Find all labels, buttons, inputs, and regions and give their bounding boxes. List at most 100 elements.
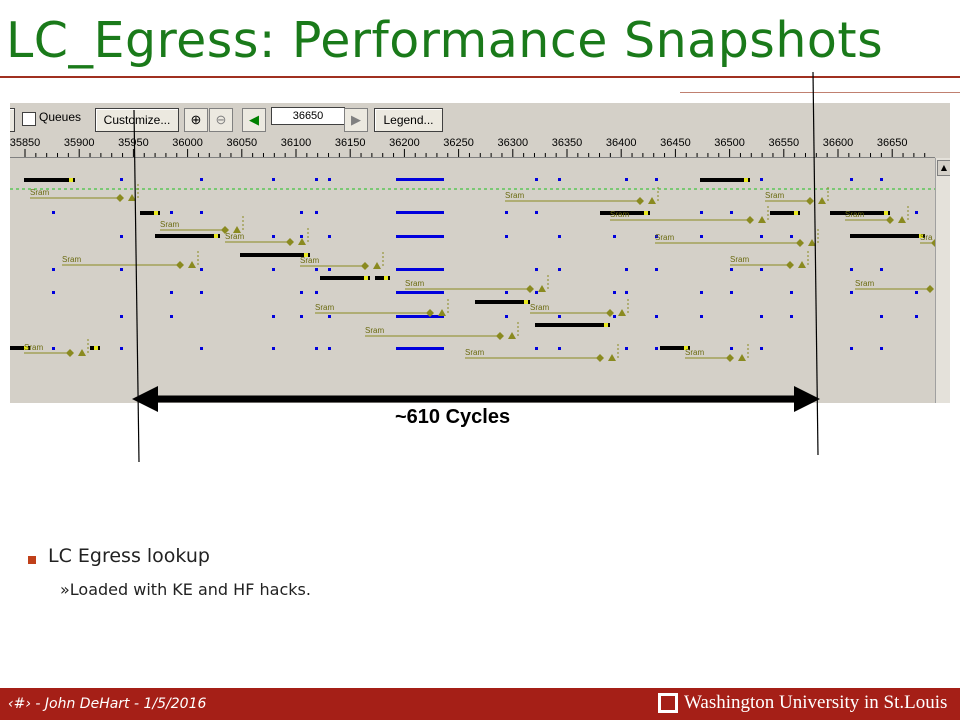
activity-dot bbox=[505, 291, 508, 294]
active-block bbox=[396, 291, 444, 294]
activity-dot bbox=[328, 178, 331, 181]
sram-label: Sram bbox=[315, 303, 334, 312]
arrow-left-icon[interactable]: ◀ bbox=[242, 108, 266, 132]
activity-dot bbox=[200, 178, 203, 181]
thread-active-bar bbox=[140, 211, 160, 215]
sram-event-triangle bbox=[78, 349, 86, 356]
activity-dot bbox=[535, 178, 538, 181]
ruler-tick-label: 35900 bbox=[64, 137, 95, 149]
sram-event-diamond bbox=[926, 285, 934, 293]
activity-dot bbox=[505, 211, 508, 214]
zoom-in-icon[interactable]: ⊕ bbox=[184, 108, 208, 132]
sram-label: Sram bbox=[62, 255, 81, 264]
ruler-tick-label: 36200 bbox=[389, 137, 420, 149]
sram-event-triangle bbox=[438, 309, 446, 316]
bullet-text: LC Egress lookup bbox=[48, 545, 210, 567]
sram-event-triangle bbox=[128, 194, 136, 201]
sram-event-triangle bbox=[648, 197, 656, 204]
sram-event-diamond bbox=[636, 197, 644, 205]
activity-dot bbox=[52, 211, 55, 214]
sram-label: Sram bbox=[300, 256, 319, 265]
activity-dot bbox=[200, 211, 203, 214]
sram-event-triangle bbox=[233, 226, 241, 233]
sram-label: Sram bbox=[655, 233, 674, 242]
thread-active-bar bbox=[24, 178, 75, 182]
ruler-tick-label: 36500 bbox=[714, 137, 745, 149]
ruler-tick-label: 35850 bbox=[10, 137, 40, 149]
queues-checkbox[interactable] bbox=[22, 112, 36, 126]
sram-event-triangle bbox=[798, 261, 806, 268]
sub-bullet: »Loaded with KE and HF hacks. bbox=[60, 580, 311, 599]
thread-yellow-mark bbox=[684, 346, 688, 350]
footer-author: John DeHart bbox=[44, 696, 130, 712]
zoom-out-icon[interactable]: ⊖ bbox=[209, 108, 233, 132]
toolbar-edge-button[interactable] bbox=[10, 108, 15, 132]
activity-dot bbox=[505, 235, 508, 238]
sram-event-diamond bbox=[726, 354, 734, 362]
activity-dot bbox=[730, 268, 733, 271]
sram-label: Sram bbox=[160, 220, 179, 229]
thread-active-bar bbox=[600, 211, 650, 215]
sram-event-diamond bbox=[361, 262, 369, 270]
sram-event-diamond bbox=[786, 261, 794, 269]
bullet-marker bbox=[28, 556, 36, 564]
sram-event-triangle bbox=[898, 216, 906, 223]
activity-dot bbox=[315, 291, 318, 294]
sram-event-diamond bbox=[116, 194, 124, 202]
activity-dot bbox=[52, 291, 55, 294]
activity-dot bbox=[760, 347, 763, 350]
activity-dot bbox=[700, 235, 703, 238]
timeline-plot[interactable]: Sram Sram Sram Sram Sram Sram Sram Sram Sram Sram… bbox=[10, 158, 950, 403]
customize-button[interactable]: Customize... bbox=[95, 108, 179, 132]
ruler-tick-label: 36150 bbox=[335, 137, 366, 149]
arrow-right-icon[interactable]: ▶ bbox=[344, 108, 368, 132]
activity-dot bbox=[730, 347, 733, 350]
activity-dot bbox=[558, 268, 561, 271]
sram-label: Sram bbox=[845, 210, 864, 219]
thread-yellow-mark bbox=[884, 211, 888, 215]
sram-label: Sram bbox=[855, 279, 874, 288]
thread-yellow-mark bbox=[604, 323, 608, 327]
activity-dot bbox=[170, 315, 173, 318]
scroll-up-icon[interactable]: ▲ bbox=[937, 160, 950, 176]
legend-button[interactable]: Legend... bbox=[374, 108, 443, 132]
activity-dot bbox=[170, 291, 173, 294]
activity-dot bbox=[52, 268, 55, 271]
activity-dot bbox=[272, 315, 275, 318]
title-divider-secondary bbox=[680, 92, 960, 93]
measure-arrow-right-head bbox=[794, 386, 820, 412]
ruler-tick-label: 36400 bbox=[606, 137, 637, 149]
activity-dot bbox=[300, 291, 303, 294]
vertical-scrollbar[interactable]: ▲ bbox=[935, 158, 950, 403]
activity-dot bbox=[700, 315, 703, 318]
ruler-tick-label: 36250 bbox=[443, 137, 474, 149]
active-block bbox=[396, 315, 444, 318]
page-title: LC_Egress: Performance Snapshots bbox=[6, 12, 884, 69]
activity-dot bbox=[625, 291, 628, 294]
activity-dot bbox=[120, 235, 123, 238]
thread-active-bar bbox=[660, 346, 690, 350]
footer-date: 1/5/2016 bbox=[143, 696, 207, 712]
sram-label: Sram bbox=[225, 232, 244, 241]
activity-dot bbox=[613, 315, 616, 318]
sram-label: Sram bbox=[365, 326, 384, 335]
activity-dot bbox=[315, 268, 318, 271]
activity-dot bbox=[655, 347, 658, 350]
thread-yellow-mark bbox=[384, 276, 388, 280]
thread-active-bar bbox=[375, 276, 390, 280]
activity-dot bbox=[315, 211, 318, 214]
activity-dot bbox=[272, 235, 275, 238]
activity-dot bbox=[625, 268, 628, 271]
activity-dot bbox=[850, 347, 853, 350]
sram-event-diamond bbox=[426, 309, 434, 317]
activity-dot bbox=[272, 178, 275, 181]
activity-dot bbox=[558, 178, 561, 181]
measure-arrow-left-head bbox=[132, 386, 158, 412]
activity-dot bbox=[200, 268, 203, 271]
toolbar: Queues Customize... ⊕ ⊖ ◀ 36650 ▶ Legend… bbox=[10, 103, 950, 133]
sram-event-triangle bbox=[808, 239, 816, 246]
activity-dot bbox=[655, 178, 658, 181]
activity-dot bbox=[880, 315, 883, 318]
activity-dot bbox=[300, 235, 303, 238]
activity-dot bbox=[535, 291, 538, 294]
